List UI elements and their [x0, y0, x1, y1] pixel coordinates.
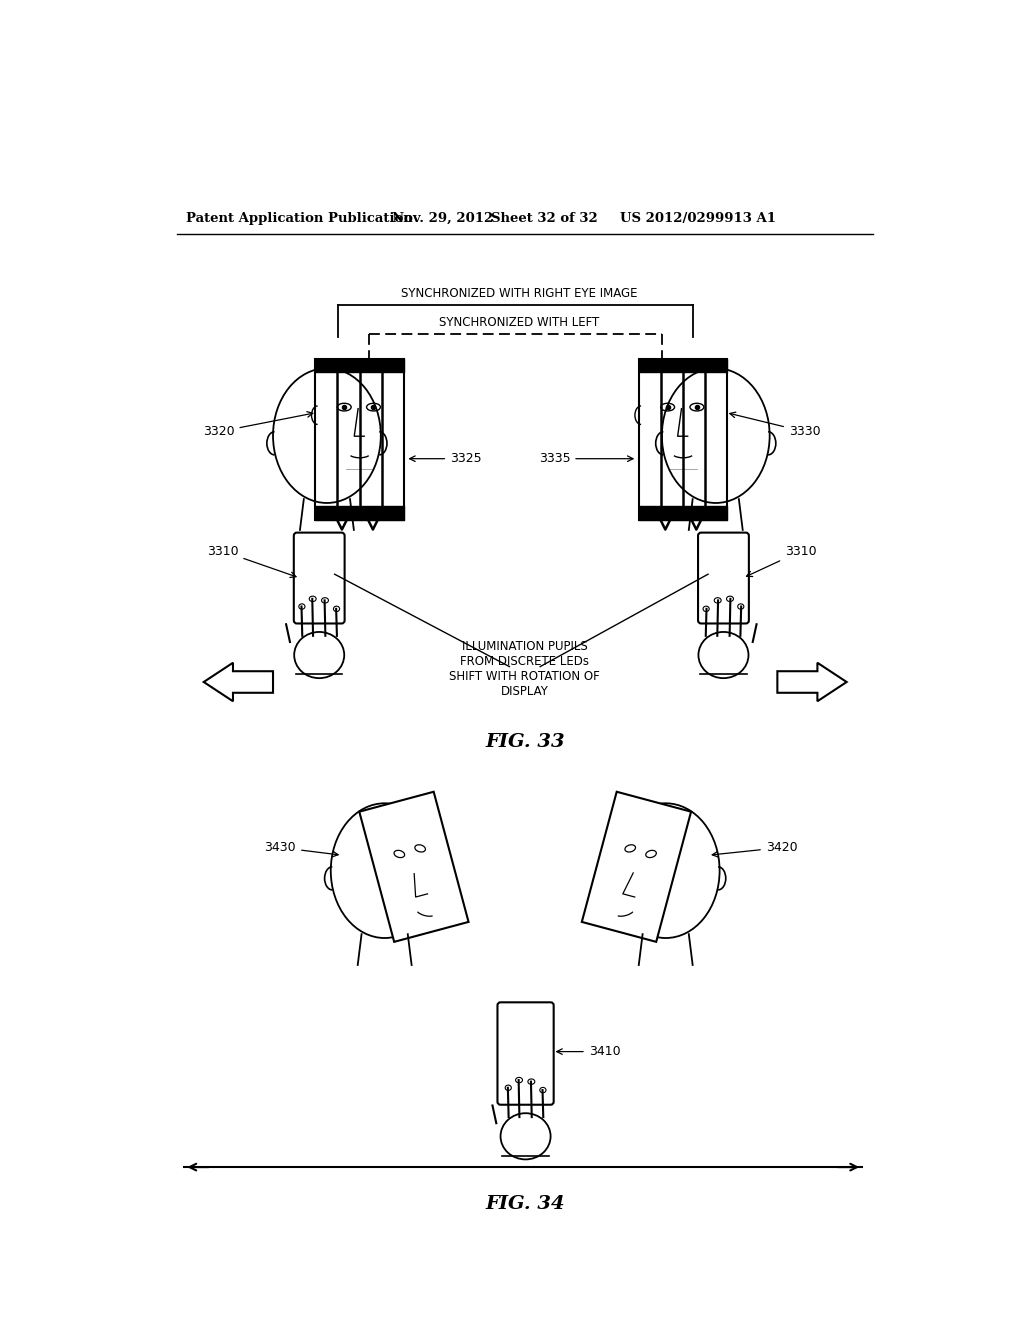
Polygon shape	[359, 792, 469, 942]
Text: ILLUMINATION PUPILS
FROM DISCRETE LEDs
SHIFT WITH ROTATION OF
DISPLAY: ILLUMINATION PUPILS FROM DISCRETE LEDs S…	[450, 640, 600, 698]
Text: 3330: 3330	[730, 412, 820, 438]
Text: FIG. 34: FIG. 34	[485, 1195, 564, 1213]
FancyBboxPatch shape	[498, 1002, 554, 1105]
Text: 3310: 3310	[207, 545, 296, 577]
FancyBboxPatch shape	[698, 533, 749, 623]
FancyArrow shape	[204, 663, 273, 701]
Text: 3320: 3320	[203, 412, 312, 438]
Text: 3310: 3310	[746, 545, 817, 577]
FancyArrow shape	[777, 663, 847, 701]
Text: 3430: 3430	[264, 841, 338, 857]
Text: US 2012/0299913 A1: US 2012/0299913 A1	[620, 213, 775, 224]
FancyBboxPatch shape	[294, 533, 345, 623]
Text: Patent Application Publication: Patent Application Publication	[186, 213, 413, 224]
Text: SYNCHRONIZED WITH RIGHT EYE IMAGE: SYNCHRONIZED WITH RIGHT EYE IMAGE	[401, 286, 638, 300]
Text: 3325: 3325	[410, 453, 481, 465]
Text: FIG. 33: FIG. 33	[485, 733, 564, 751]
Text: Sheet 32 of 32: Sheet 32 of 32	[490, 213, 598, 224]
Text: 3420: 3420	[713, 841, 798, 857]
Bar	[639, 359, 727, 520]
Text: SYNCHRONIZED WITH LEFT: SYNCHRONIZED WITH LEFT	[439, 317, 599, 330]
Text: 3335: 3335	[539, 453, 633, 465]
Text: Nov. 29, 2012: Nov. 29, 2012	[392, 213, 494, 224]
Text: 3410: 3410	[557, 1045, 621, 1059]
Bar	[315, 359, 403, 520]
Polygon shape	[582, 792, 691, 942]
